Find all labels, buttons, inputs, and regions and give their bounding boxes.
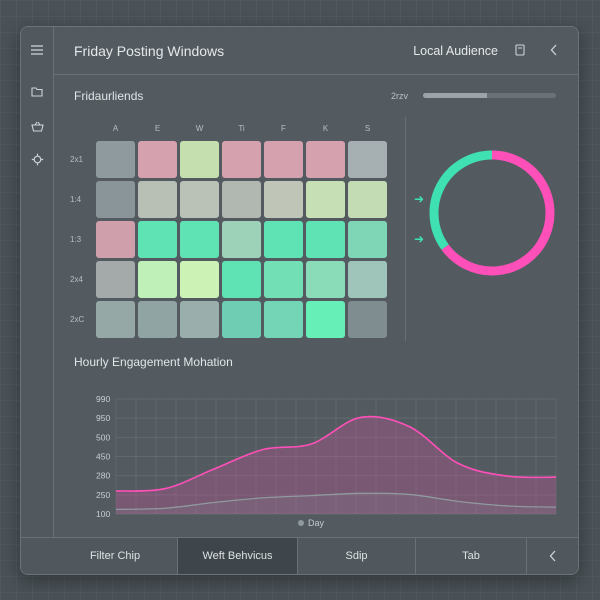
heatmap-cell[interactable]: [180, 301, 219, 338]
heatmap-cell[interactable]: [96, 221, 135, 258]
y-tick-label: 500: [96, 432, 110, 442]
header: Friday Posting Windows Local Audience: [54, 27, 578, 75]
heatmap-day-label: K: [322, 124, 329, 133]
y-tick-label: 990: [96, 394, 110, 404]
heatmap-cell[interactable]: [96, 301, 135, 338]
legend-dot: [298, 520, 304, 526]
heatmap-cell[interactable]: [222, 141, 261, 178]
series-area: [116, 493, 556, 514]
heatmap: A E W Ti F K S 2x1 1:4 1:3 2x4 2xC ➜ ➜: [70, 117, 424, 341]
heatmap-cell[interactable]: [306, 221, 345, 258]
chart-legend: Day: [298, 518, 324, 528]
legend-label: Day: [308, 518, 325, 528]
heatmap-cell[interactable]: [222, 301, 261, 338]
heatmap-cell[interactable]: [264, 181, 303, 218]
heatmap-row-label: 1:3: [70, 235, 82, 244]
heatmap-cell[interactable]: [180, 221, 219, 258]
heatmap-cell[interactable]: [222, 221, 261, 258]
heatmap-cell[interactable]: [96, 181, 135, 218]
heatmap-cell[interactable]: [306, 301, 345, 338]
donut-slice: [441, 150, 555, 276]
heatmap-cell[interactable]: [306, 141, 345, 178]
series-line: [115, 492, 557, 511]
settings-icon[interactable]: [27, 149, 47, 169]
page-title: Friday Posting Windows: [74, 43, 225, 59]
heatmap-cell[interactable]: [264, 141, 303, 178]
audience-selector[interactable]: Local Audience: [413, 44, 498, 58]
chevron-left-icon[interactable]: [544, 40, 564, 60]
basket-icon[interactable]: [27, 116, 47, 136]
y-tick-label: 450: [96, 452, 110, 462]
heatmap-row-label: 2x1: [70, 155, 83, 164]
heatmap-row-label: 2x4: [70, 275, 83, 284]
heatmap-cell[interactable]: [180, 261, 219, 298]
heatmap-cell[interactable]: [348, 261, 387, 298]
heatmap-cell[interactable]: [180, 181, 219, 218]
heatmap-cell[interactable]: [348, 141, 387, 178]
heatmap-day-label: S: [364, 124, 371, 133]
heatmap-day-label: A: [112, 124, 119, 133]
heatmap-day-label: F: [281, 124, 286, 133]
heatmap-cell[interactable]: [96, 141, 135, 178]
chevron-left-icon: [549, 550, 555, 562]
tab-tab[interactable]: Tab: [416, 538, 527, 574]
y-tick-label: 950: [96, 413, 110, 423]
row-arrow-icon: ➜: [414, 192, 425, 206]
heatmap-cell[interactable]: [138, 261, 177, 298]
progress-bar: [423, 93, 556, 98]
heatmap-row-label: 2xC: [70, 315, 85, 324]
heatmap-day-label: W: [195, 124, 204, 133]
heatmap-cell[interactable]: [222, 181, 261, 218]
y-tick-label: 250: [96, 490, 110, 500]
document-icon[interactable]: [510, 40, 530, 60]
heatmap-cell[interactable]: [264, 301, 303, 338]
heatmap-cell[interactable]: [222, 261, 261, 298]
tab-weft-behvicus[interactable]: Weft Behvicus: [178, 538, 298, 574]
donut-slice: [429, 150, 493, 250]
heatmap-cell[interactable]: [138, 141, 177, 178]
app-window: Friday Posting Windows Local Audience Fr…: [20, 26, 579, 575]
tab-sdip[interactable]: Sdip: [298, 538, 416, 574]
menu-icon[interactable]: [27, 40, 47, 60]
heatmap-row-label: 1:4: [70, 195, 82, 204]
heatmap-cell[interactable]: [138, 181, 177, 218]
heatmap-cell[interactable]: [348, 301, 387, 338]
sidebar: [21, 27, 54, 537]
heatmap-cell[interactable]: [348, 221, 387, 258]
engagement-chart: 990950500450280250100DayMonTumMonTumJunA…: [96, 394, 557, 519]
chart-title: Hourly Engagement Mohation: [74, 355, 233, 369]
tab-bar: Filter Chip Weft Behvicus Sdip Tab: [21, 537, 578, 574]
tab-filter-chip[interactable]: Filter Chip: [53, 538, 178, 574]
series-area: [116, 416, 556, 514]
heatmap-day-label: E: [154, 124, 161, 133]
heatmap-cell[interactable]: [264, 221, 303, 258]
heatmap-cell[interactable]: [96, 261, 135, 298]
section-label: Fridaurliends: [74, 89, 144, 103]
scale-label: 2rzv: [391, 91, 409, 101]
y-tick-label: 280: [96, 471, 110, 481]
progress-fill: [423, 93, 487, 98]
heatmap-cell[interactable]: [264, 261, 303, 298]
heatmap-cell[interactable]: [306, 181, 345, 218]
heatmap-cell[interactable]: [306, 261, 345, 298]
heatmap-cell[interactable]: [180, 141, 219, 178]
heatmap-cell[interactable]: [138, 221, 177, 258]
series-line: [115, 415, 557, 492]
back-button[interactable]: [527, 538, 578, 574]
donut-chart: [429, 150, 555, 276]
folder-icon[interactable]: [27, 81, 47, 101]
heatmap-day-label: Ti: [238, 124, 245, 133]
heatmap-cell[interactable]: [348, 181, 387, 218]
row-arrow-icon: ➜: [414, 232, 425, 246]
heatmap-cell[interactable]: [138, 301, 177, 338]
y-tick-label: 100: [96, 509, 110, 519]
